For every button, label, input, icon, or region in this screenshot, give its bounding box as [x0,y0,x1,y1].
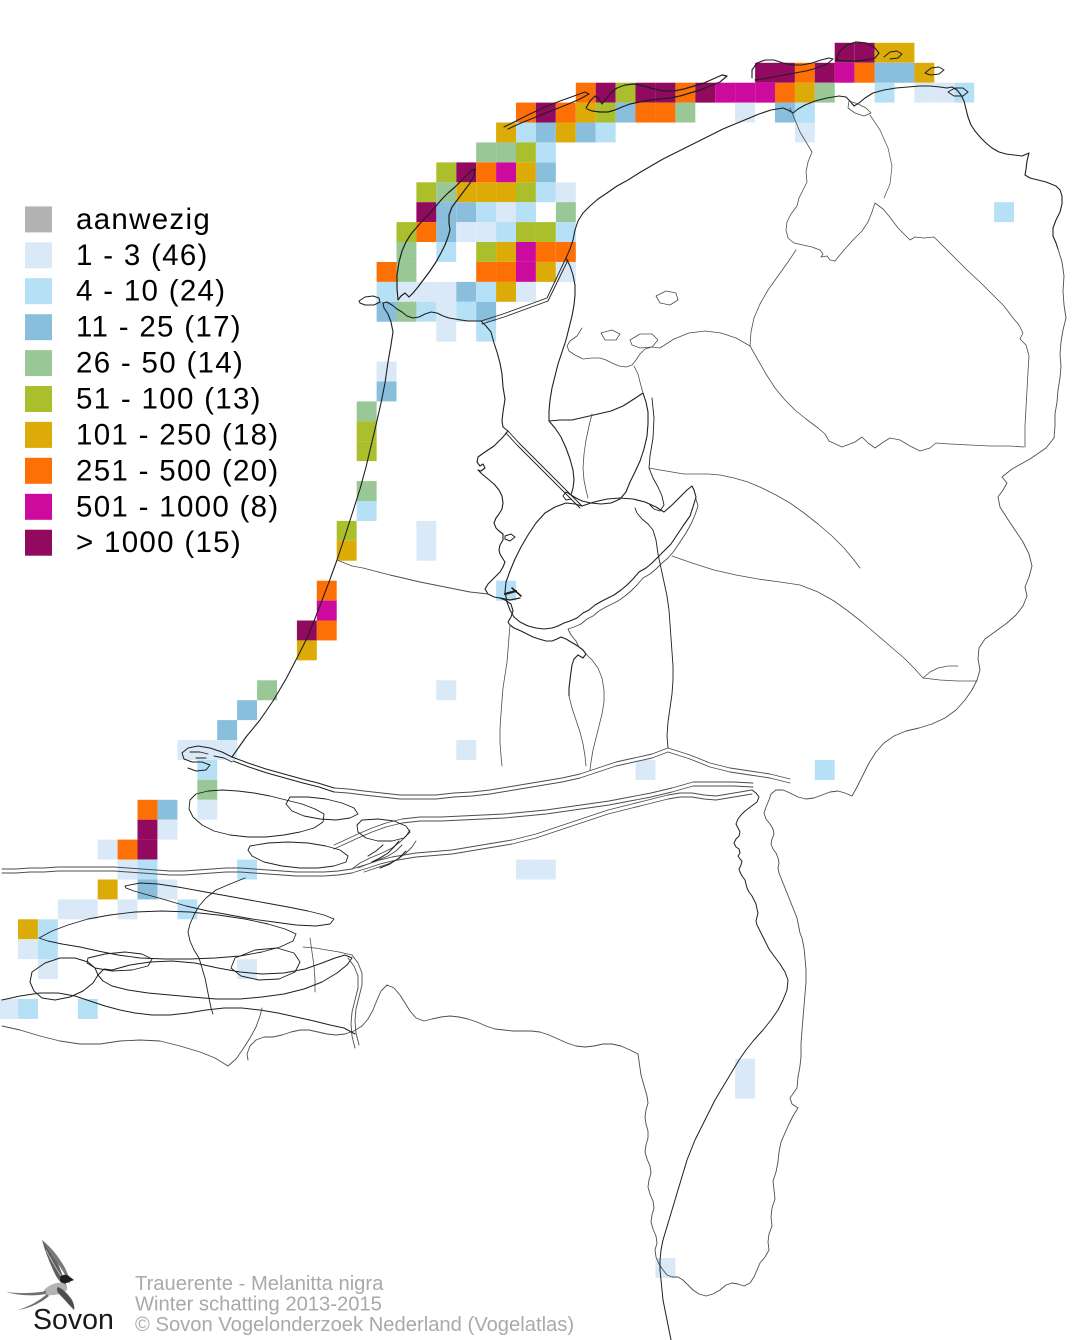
svg-text:© Sovon Vogelonderzoek Nederla: © Sovon Vogelonderzoek Nederland (Vogela… [135,1314,574,1336]
svg-text:51 - 100 (13): 51 - 100 (13) [76,383,262,416]
svg-text:aanwezig: aanwezig [76,203,211,236]
svg-text:501 - 1000 (8): 501 - 1000 (8) [76,490,280,523]
svg-text:101 - 250 (18): 101 - 250 (18) [76,418,280,451]
svg-text:4 - 10 (24): 4 - 10 (24) [76,275,226,308]
svg-text:1 - 3 (46): 1 - 3 (46) [76,239,209,272]
svg-text:> 1000 (15): > 1000 (15) [76,526,242,559]
svg-text:11 - 25 (17): 11 - 25 (17) [76,311,242,344]
svg-text:26 - 50 (14): 26 - 50 (14) [76,347,244,380]
svg-text:Winter schatting 2013-2015: Winter schatting 2013-2015 [135,1294,382,1316]
svg-text:Sovon: Sovon [33,1304,114,1336]
svg-text:251 - 500 (20): 251 - 500 (20) [76,454,280,487]
svg-text:Trauerente - Melanitta nigra: Trauerente - Melanitta nigra [135,1273,384,1295]
